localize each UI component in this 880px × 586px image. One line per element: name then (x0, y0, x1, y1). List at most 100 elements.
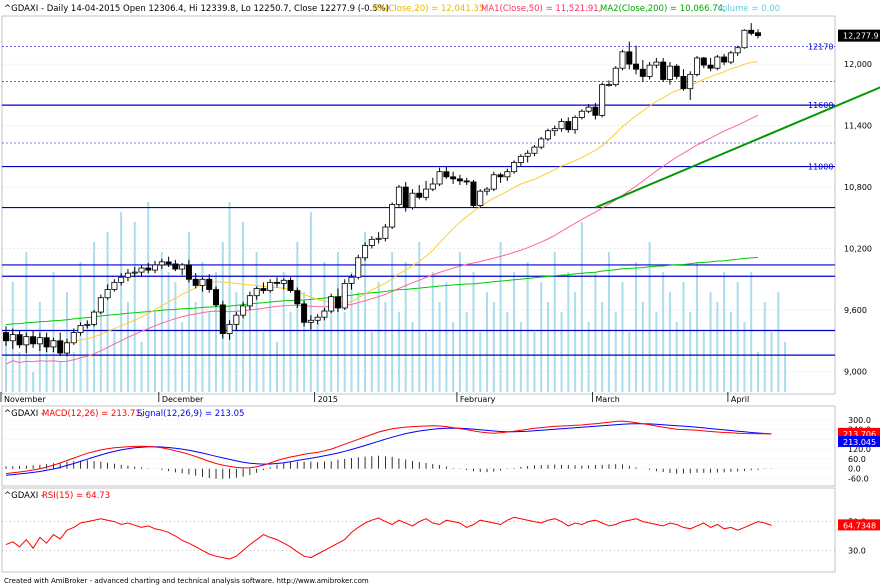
volume-bar (668, 292, 671, 392)
volume-bar (174, 282, 177, 392)
candle-body (50, 340, 57, 348)
candle-body (233, 314, 240, 325)
candle-body (287, 279, 294, 291)
candle-body (273, 281, 280, 284)
volume-bar (689, 312, 692, 392)
candle-body (748, 29, 755, 34)
volume-bar (750, 272, 753, 392)
candle-body (416, 192, 423, 198)
volume-bar (343, 312, 346, 392)
price-tick-label: 9,000 (844, 368, 867, 377)
volume-bar (702, 332, 705, 392)
volume-bar (438, 302, 441, 392)
volume-bar (357, 292, 360, 392)
volume-bar (350, 272, 353, 392)
volume-bar (377, 282, 380, 392)
candle-body (63, 342, 70, 354)
volume-bar (154, 312, 157, 392)
volume-bar (309, 212, 312, 392)
volume-bar (587, 322, 590, 392)
candle-body (192, 278, 199, 286)
volume-bar (72, 352, 75, 392)
candle-body (436, 171, 443, 185)
volume-bar (59, 362, 62, 392)
volume-bar (736, 282, 739, 392)
candle-body (531, 146, 538, 154)
volume-bar (140, 342, 143, 392)
last-close-tag-bg (838, 29, 880, 42)
volume-bar (445, 282, 448, 392)
volume-bar (770, 332, 773, 392)
price-tick-label: 10,800 (844, 183, 872, 192)
volume-bar (120, 212, 123, 392)
price-header-ma20: MA(Close,20) = 12,041.35, (372, 4, 487, 14)
volume-bar (763, 302, 766, 392)
volume-bar (113, 332, 116, 392)
rsi-tag-bg (838, 519, 880, 531)
volume-bar (614, 312, 617, 392)
volume-bar (452, 322, 455, 392)
month-label: March (595, 395, 619, 404)
level-label: 11600 (808, 101, 833, 110)
candle-body (240, 305, 247, 316)
candle-body (612, 67, 619, 86)
candle-body (213, 289, 220, 306)
candle-body (639, 68, 646, 77)
volume-bar (52, 272, 55, 392)
price-tick-label: 11,400 (844, 122, 872, 131)
macd-header-prefix: ^GDAXI - (4, 409, 44, 419)
candle-body (145, 267, 152, 271)
candle-body (673, 65, 680, 77)
candle-body (666, 65, 673, 80)
volume-bar (458, 252, 461, 392)
volume-bar (526, 262, 529, 392)
macd-line (5, 420, 772, 475)
macd-tick-label: -60.0 (848, 474, 869, 483)
candle-body (423, 188, 430, 198)
rsi-panel-frame (1, 487, 836, 573)
candle-body (280, 279, 287, 284)
volume-bar (228, 202, 231, 392)
candle-body (30, 336, 37, 345)
volume-bar (5, 332, 7, 392)
candle-body (206, 278, 213, 290)
ma20-line (5, 61, 759, 343)
volume-bar (99, 312, 102, 392)
macd-header-signal: Signal(12,26,9) = 213.05 (137, 409, 244, 419)
volume-bar (425, 332, 428, 392)
candle-body (714, 56, 721, 69)
candle-body (294, 290, 301, 305)
volume-bar (492, 302, 495, 392)
volume-bar (696, 262, 699, 392)
volume-bar (262, 332, 265, 392)
volume-bar (296, 242, 299, 392)
volume-bar (133, 222, 136, 392)
candle-body (700, 57, 707, 66)
candle-body (172, 263, 179, 270)
candle-body (592, 106, 599, 116)
candle-body (429, 183, 436, 190)
candle-body (633, 63, 640, 70)
volume-bar (553, 252, 556, 392)
volume-bar (370, 332, 373, 392)
volume-bar (431, 272, 434, 392)
candle-body (124, 272, 131, 278)
candle-body (226, 323, 233, 334)
candle-body (97, 297, 104, 313)
candle-body (152, 264, 159, 271)
axes: 12,000 11,400 10,800 10,200 9,600 9,000 12170 1… (0, 29, 880, 555)
signal-tag: 213.045 (843, 438, 876, 447)
candle-body (463, 180, 470, 183)
volume-bar (784, 342, 787, 392)
volume-bar (635, 262, 638, 392)
volume-bar (486, 292, 489, 392)
rsi-header-prefix: ^GDAXI - (4, 491, 44, 501)
candle-body (104, 289, 111, 299)
volume-bar (546, 302, 549, 392)
volume-bar (404, 262, 407, 392)
volume-bar (330, 302, 333, 392)
candle-body (199, 278, 206, 286)
candle-body (348, 276, 355, 284)
